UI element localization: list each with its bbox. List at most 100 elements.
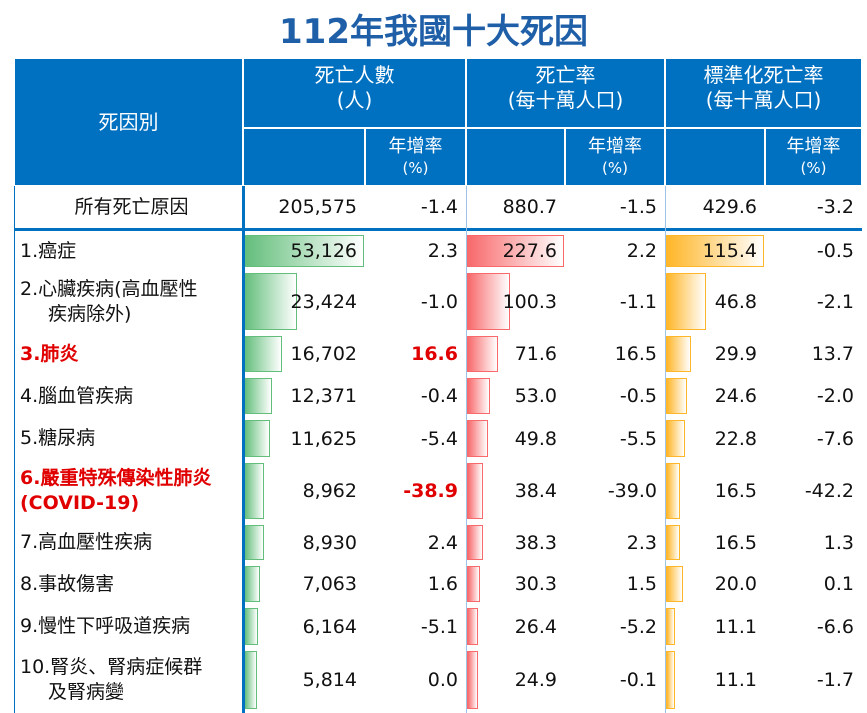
cell-value: -5.2 xyxy=(619,615,657,638)
cell-value: 0.1 xyxy=(823,573,854,595)
cause-line: 5.糖尿病 xyxy=(20,427,96,450)
data-bar xyxy=(666,463,680,519)
cell-value: 22.8 xyxy=(714,427,757,450)
data-bar xyxy=(666,235,764,267)
cell-value: 115.4 xyxy=(702,240,757,262)
header-growth: 年增率 (%) xyxy=(565,128,665,186)
cell-value: 16.5 xyxy=(614,343,657,365)
cause-line: 10.腎炎、腎病症候群 xyxy=(20,656,203,679)
cell-value: 0.0 xyxy=(427,669,458,691)
cell-value: -1.1 xyxy=(619,290,657,313)
cell-value: 227.6 xyxy=(502,240,557,262)
cell-value: -38.9 xyxy=(403,480,458,502)
cause: 所有死亡原因 xyxy=(14,186,243,228)
divider xyxy=(242,186,245,713)
cause: 9.慢性下呼吸道疾病 xyxy=(14,605,243,648)
data-bar xyxy=(244,235,364,267)
cause-line: 4.腦血管疾病 xyxy=(20,384,134,407)
cell-value: 5,814 xyxy=(302,669,357,691)
cell-value: 20.0 xyxy=(714,573,757,595)
header-growth: 年增率 (%) xyxy=(365,128,466,186)
title: 112年我國十大死因 xyxy=(279,11,588,52)
header-title: 死亡率 xyxy=(535,63,596,87)
cause-line: 9.慢性下呼吸道疾病 xyxy=(20,615,191,638)
data-bar xyxy=(467,651,478,709)
cause: 6.嚴重特殊傳染性肺炎 (COVID-19) xyxy=(14,460,243,522)
divider xyxy=(466,186,467,713)
cell-value: 23,424 xyxy=(290,290,357,313)
cell-value: 2.3 xyxy=(427,240,458,262)
data-bar xyxy=(467,273,510,330)
header-blank xyxy=(466,128,565,186)
data-bar xyxy=(467,378,490,414)
data-bar xyxy=(467,420,489,457)
cause-line: 3.肺炎 xyxy=(20,342,79,365)
data-bar xyxy=(467,463,484,519)
cause: 8.事故傷害 xyxy=(14,563,243,605)
cell-value: -0.4 xyxy=(420,385,458,407)
cell-value: -2.0 xyxy=(816,385,854,407)
header-growth-label: 年增率 xyxy=(388,136,443,158)
data-bar xyxy=(244,378,272,414)
cell-value: 429.6 xyxy=(702,196,757,218)
cell-value: -0.1 xyxy=(619,669,657,691)
divider xyxy=(14,186,15,713)
cell-value: -39.0 xyxy=(607,480,657,502)
cell-value: 16.5 xyxy=(714,480,757,502)
cell-value: 8,962 xyxy=(302,480,357,502)
cell-value: 29.9 xyxy=(714,343,757,365)
cell-value: 46.8 xyxy=(714,290,757,313)
data-bar xyxy=(467,235,564,267)
data-bar xyxy=(467,608,479,645)
cell-value: 16.6 xyxy=(411,343,458,365)
cell-value: 38.3 xyxy=(514,531,557,554)
cause-line: 2.心臟疾病(高血壓性 xyxy=(20,277,198,300)
cause-line: (COVID-19) xyxy=(20,492,140,514)
data-bar xyxy=(666,378,687,414)
cell-value: 71.6 xyxy=(514,343,557,365)
cell-value: -0.5 xyxy=(619,385,657,407)
cell-value: 30.3 xyxy=(514,573,557,595)
cause-line: 及腎病變 xyxy=(48,681,125,703)
header-group: 死亡率 (每十萬人口) xyxy=(466,58,665,128)
cell-value: 11,625 xyxy=(290,427,357,450)
header-growth: 年增率 (%) xyxy=(765,128,862,186)
cell-value: -1.5 xyxy=(619,196,657,218)
cell-value: 24.6 xyxy=(714,385,757,407)
header-group: 死亡人數 (人) xyxy=(243,58,466,128)
cell-value: -5.5 xyxy=(619,427,657,450)
header-blank xyxy=(665,128,765,186)
cell-value: -42.2 xyxy=(804,480,854,502)
data-bar xyxy=(666,608,676,645)
cell-value: 2.3 xyxy=(626,531,657,554)
cell-value: -7.6 xyxy=(816,427,854,450)
cell-value: 1.6 xyxy=(427,573,458,595)
cell-value: -6.6 xyxy=(816,615,854,638)
data-bar xyxy=(244,273,297,330)
cell-value: -5.1 xyxy=(420,615,458,638)
cell-value: 11.1 xyxy=(714,615,757,638)
cell-value: 12,371 xyxy=(290,385,357,407)
cell-value: 100.3 xyxy=(502,290,557,313)
cell-value: 7,063 xyxy=(302,573,357,595)
data-bar xyxy=(467,525,484,560)
header-group: 標準化死亡率 (每十萬人口) xyxy=(665,58,862,128)
cause: 10.腎炎、腎病症候群 及腎病變 xyxy=(14,648,243,712)
cell-value: 6,164 xyxy=(302,615,357,638)
cause: 1.癌症 xyxy=(14,232,243,270)
header-title: 標準化死亡率 xyxy=(703,63,824,87)
cause-line: 疾病除外) xyxy=(48,302,132,325)
cell-value: 49.8 xyxy=(514,427,557,450)
cause: 5.糖尿病 xyxy=(14,417,243,460)
cell-value: 53.0 xyxy=(514,385,557,407)
divider xyxy=(665,186,666,713)
cell-value: -2.1 xyxy=(816,290,854,313)
data-bar xyxy=(666,651,676,709)
data-bar xyxy=(666,336,692,372)
cause-line: 6.嚴重特殊傳染性肺炎 xyxy=(20,467,212,490)
cell-value: 38.4 xyxy=(514,480,557,502)
cause: 3.肺炎 xyxy=(14,333,243,375)
data-bar xyxy=(666,525,680,560)
cell-value: -1.7 xyxy=(816,669,854,691)
